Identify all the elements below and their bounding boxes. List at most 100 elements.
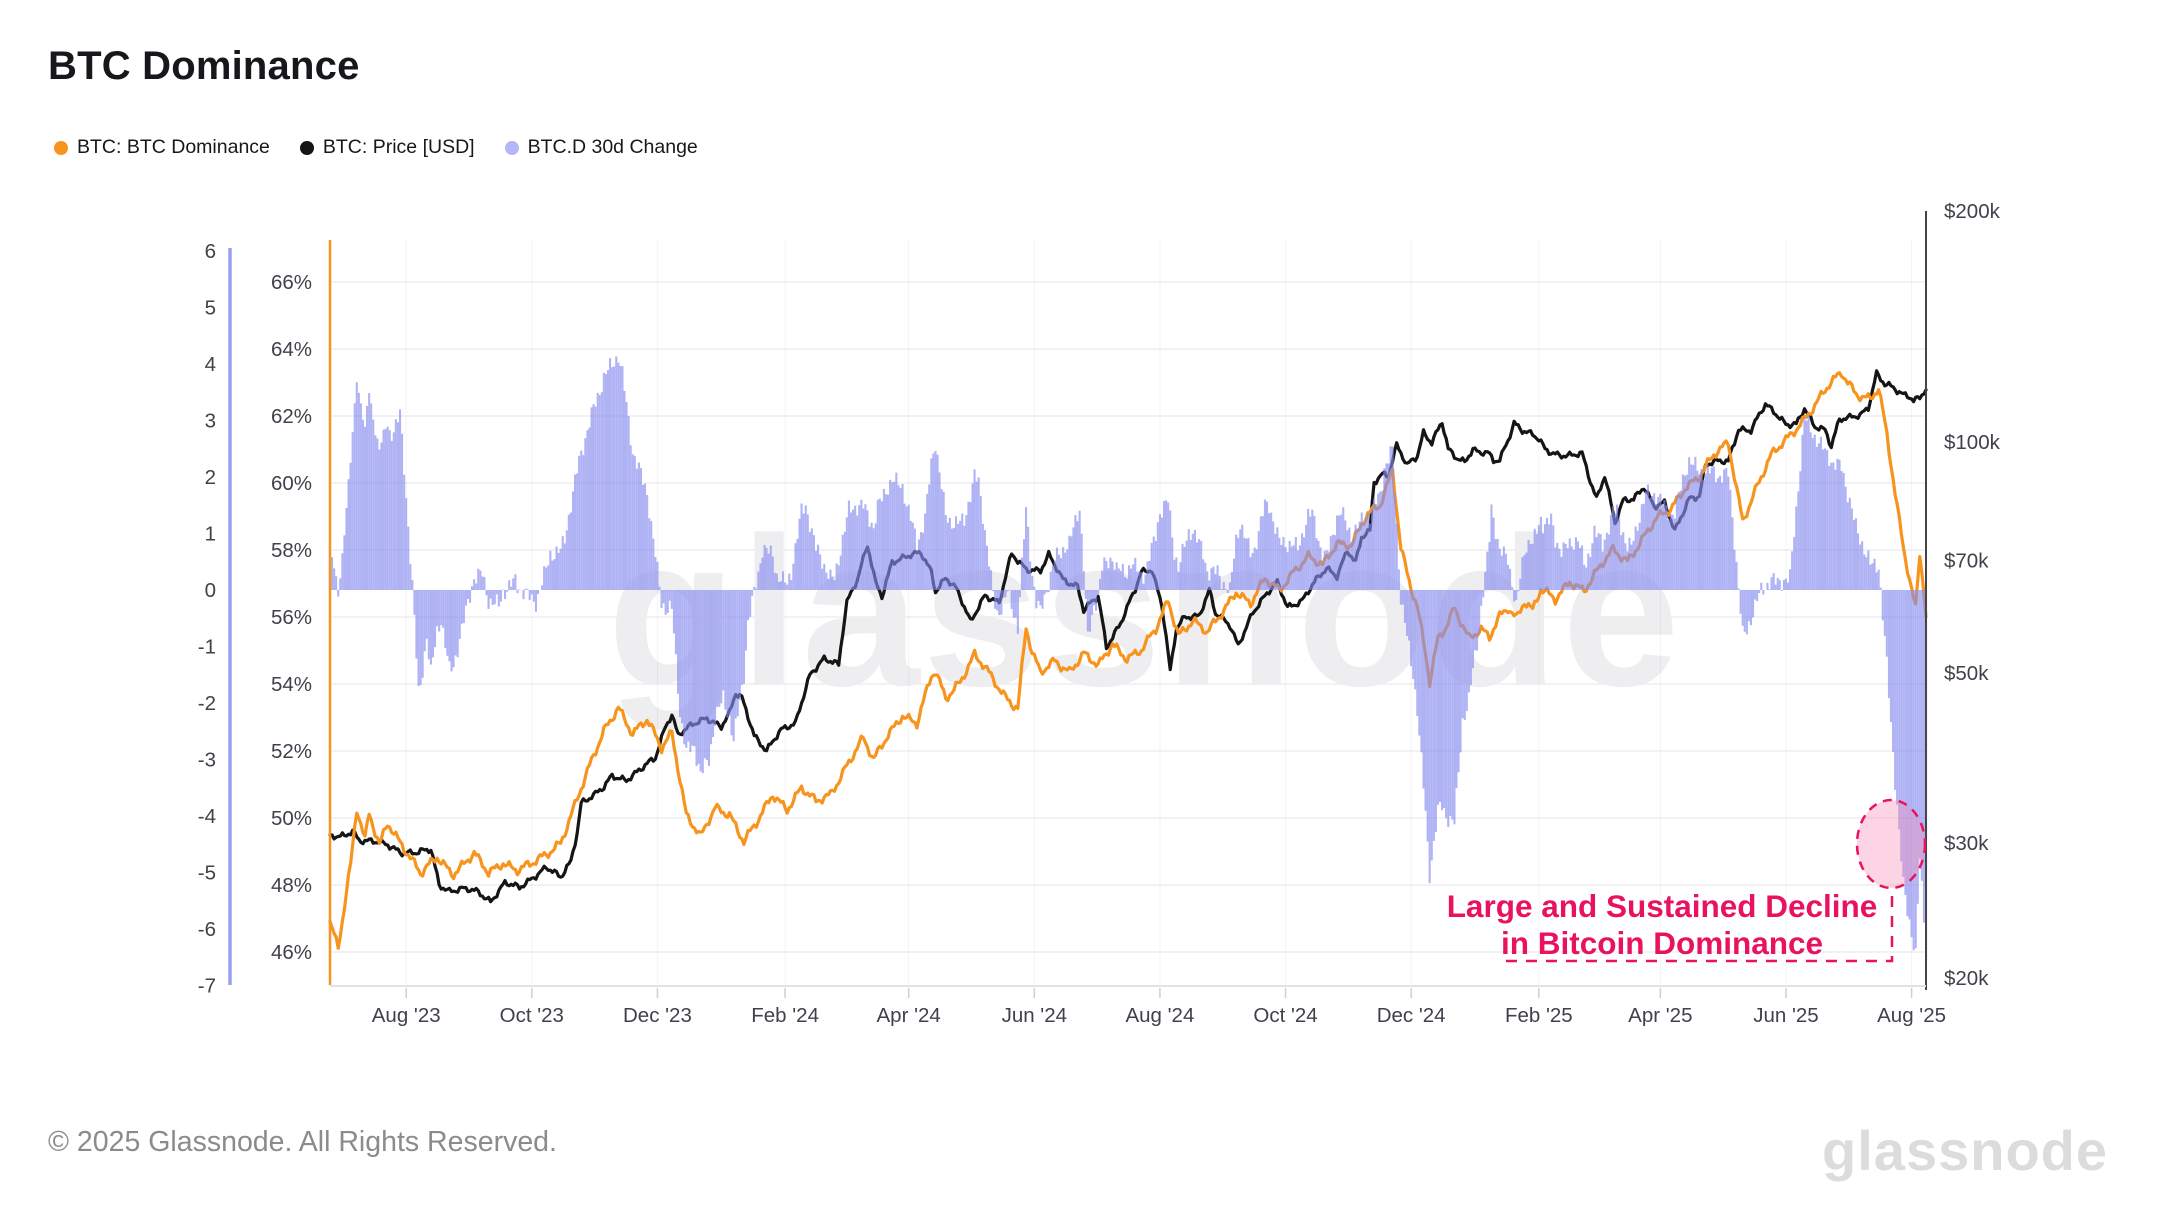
change-bar — [1064, 552, 1067, 590]
change-bar — [598, 395, 601, 590]
change-bar — [1727, 476, 1730, 590]
change-bar — [1803, 417, 1806, 590]
y-axis-dominance-label: 50% — [271, 807, 312, 830]
change-bar — [1463, 590, 1466, 720]
change-bar — [1387, 463, 1390, 590]
change-bar — [1160, 517, 1163, 590]
change-bar — [1793, 537, 1796, 590]
change-bar — [1072, 527, 1075, 590]
change-bar — [1445, 590, 1448, 819]
change-bar — [1548, 524, 1551, 590]
change-bar — [1797, 491, 1800, 590]
change-bar — [359, 403, 362, 590]
legend-item-btcd-30d-change[interactable]: BTC.D 30d Change — [504, 136, 698, 159]
change-bar — [576, 473, 579, 590]
change-bar — [1317, 540, 1320, 590]
change-bar — [1916, 590, 1919, 904]
y-axis-change-label: 4 — [205, 353, 216, 376]
change-bar — [1879, 587, 1882, 590]
legend-item-btc-price[interactable]: BTC: Price [USD] — [299, 136, 475, 159]
change-bar — [1414, 590, 1417, 690]
annotation-leader-line — [1506, 890, 1894, 963]
change-bar — [1130, 568, 1133, 590]
change-bar — [829, 569, 832, 590]
change-bar — [1616, 504, 1619, 590]
change-bar — [615, 356, 618, 590]
change-bar — [1235, 534, 1238, 590]
change-bar — [1408, 590, 1411, 641]
change-bar — [1607, 534, 1610, 590]
change-bar — [771, 556, 774, 590]
change-bar — [1389, 446, 1392, 590]
change-bar — [1321, 563, 1324, 590]
change-bar — [1708, 473, 1711, 590]
change-bar — [763, 544, 766, 590]
change-bar — [1665, 505, 1668, 590]
change-bar — [1169, 510, 1172, 590]
change-bar — [623, 391, 626, 590]
change-bar — [1043, 590, 1046, 595]
change-bar — [679, 590, 682, 717]
change-bar — [1350, 542, 1353, 590]
legend-item-btc-dominance[interactable]: BTC: BTC Dominance — [54, 136, 270, 159]
change-bar — [1714, 482, 1717, 590]
change-bar — [1749, 590, 1752, 626]
change-bar — [1649, 497, 1652, 590]
change-bar — [1247, 537, 1250, 590]
change-bar — [1850, 508, 1853, 590]
change-bar — [1088, 590, 1091, 632]
change-bar — [699, 590, 702, 772]
change-bar — [975, 481, 978, 590]
change-bar — [893, 481, 896, 590]
change-bar — [689, 590, 692, 752]
change-bar — [1362, 523, 1365, 590]
change-bar — [1618, 518, 1621, 590]
change-bar — [1585, 567, 1588, 590]
change-bar — [458, 590, 461, 639]
change-bar — [1595, 537, 1598, 590]
price-series-dot-icon — [299, 140, 314, 155]
y-axis-change-label: 3 — [205, 410, 216, 433]
change-bar — [1725, 467, 1728, 590]
change-bar — [1251, 552, 1254, 590]
change-bar — [1770, 577, 1773, 590]
y-axis-change-label: -1 — [198, 636, 216, 659]
change-bar — [1305, 524, 1308, 590]
change-bar — [386, 426, 389, 590]
change-bar — [1041, 590, 1044, 609]
change-bar — [1016, 590, 1019, 634]
change-bar — [1509, 568, 1512, 590]
change-bar — [380, 442, 383, 590]
change-bar — [633, 456, 636, 590]
change-bar — [1224, 589, 1227, 590]
change-bar — [489, 590, 492, 599]
change-bar — [1778, 580, 1781, 590]
change-bar — [1496, 539, 1499, 590]
change-bar — [1859, 544, 1862, 590]
change-bar — [730, 590, 733, 736]
change-bar — [1492, 517, 1495, 590]
change-bar — [1420, 590, 1423, 753]
change-bar — [874, 523, 877, 590]
change-bar — [652, 538, 655, 590]
change-bar — [1706, 464, 1709, 590]
glassnode-logo: glassnode — [1822, 1119, 2108, 1182]
change-bar — [1309, 516, 1312, 590]
change-bar — [773, 572, 776, 590]
change-bar — [1447, 590, 1450, 828]
change-bar — [580, 450, 583, 590]
change-bar — [1416, 590, 1419, 716]
change-bar — [331, 557, 334, 590]
change-bar — [1791, 551, 1794, 590]
change-bar — [658, 586, 661, 590]
x-axis-label: Aug '24 — [1125, 1004, 1194, 1027]
change-bar — [1257, 531, 1260, 590]
change-bar — [1401, 590, 1404, 605]
change-bar — [821, 568, 824, 590]
change-bar — [728, 590, 731, 716]
change-bar — [1356, 528, 1359, 590]
change-bar — [1686, 474, 1689, 590]
change-bar — [1270, 512, 1273, 590]
change-bar — [1469, 590, 1472, 686]
